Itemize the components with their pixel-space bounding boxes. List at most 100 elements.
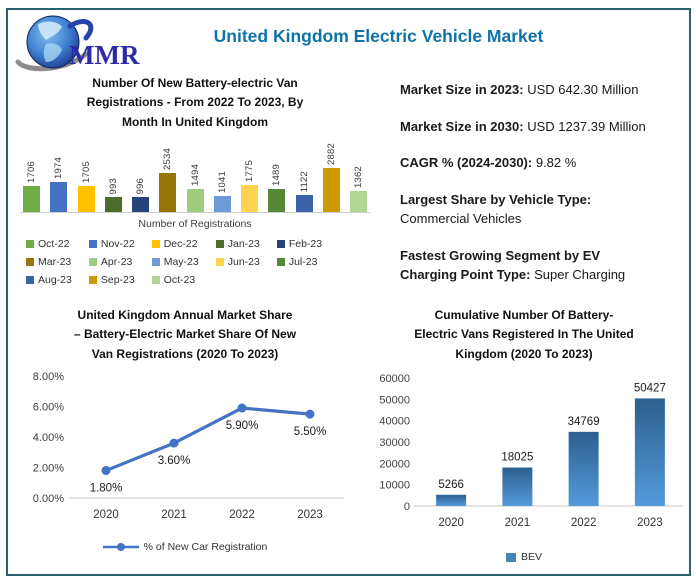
legend-item-Oct-23: Oct-23: [151, 274, 199, 287]
line-chart-svg: 0.00% 2.00% 4.00% 6.00% 8.00% 1.80% 3.60% 5.90%…: [33, 371, 344, 521]
svg-text:50427: 50427: [634, 383, 666, 395]
bar: [186, 189, 204, 213]
legend-label: Apr-23: [100, 256, 133, 269]
monthly-legend: Oct-22 Nov-22 Dec-22 Jan-23 Feb-23 Mar-23 Apr-…: [26, 238, 370, 286]
bar: [295, 195, 313, 213]
svg-text:50000: 50000: [379, 395, 410, 407]
svg-text:2020: 2020: [93, 509, 119, 521]
line-series-icon: [102, 543, 139, 552]
share-legend: % of New Car Registration: [14, 541, 356, 553]
bev-legend-label: BEV: [520, 551, 542, 564]
legend-item-Aug-23: Aug-23: [26, 274, 72, 286]
svg-text:1.80%: 1.80%: [90, 483, 123, 495]
monthly-registrations-chart: Number Of New Battery-electric Van Regist…: [20, 74, 370, 286]
bar-May-23: 1041: [213, 171, 231, 213]
stat-value: 9.82 %: [535, 155, 577, 170]
bar-Feb-23: 996: [132, 178, 149, 213]
svg-text:10000: 10000: [379, 480, 410, 492]
svg-text:2022: 2022: [571, 517, 597, 529]
legend-item-Sep-23: Sep-23: [88, 274, 135, 287]
bar-value-label: 2882: [325, 143, 337, 166]
legend-item-Jun-23: Jun-23: [215, 256, 260, 269]
bar-Jan-23: 993: [104, 177, 122, 213]
legend-item-Jan-23: Jan-23: [215, 238, 260, 251]
bev-chart-svg: 0 10000 20000 30000 40000 50000 60000 5266 18025…: [379, 373, 683, 529]
svg-text:6.00%: 6.00%: [33, 402, 64, 414]
share-line-plot: 0.00% 2.00% 4.00% 6.00% 8.00% 1.80% 3.60% 5.90%…: [14, 366, 356, 539]
bar: [23, 186, 40, 213]
legend-item-Mar-23: Mar-23: [26, 256, 72, 268]
bar: [241, 185, 258, 213]
svg-text:40000: 40000: [379, 416, 410, 428]
stat-market-size-2030: Market Size in 2030: USD 1237.39 Million: [400, 117, 686, 137]
legend-label: Sep-23: [100, 274, 135, 287]
bar-value-label: 2534: [162, 148, 174, 171]
bar: [104, 197, 122, 213]
legend-label: Oct-22: [38, 238, 70, 251]
bar-value-label: 993: [107, 177, 119, 195]
share-legend-label: % of New Car Registration: [143, 541, 268, 554]
monthly-x-axis-title: Number of Registrations: [138, 218, 252, 231]
monthly-bars-plot: 1706 1974 1705 993 996 2534 1494 1041 1775 1489 11…: [20, 134, 370, 214]
legend-item-May-23: May-23: [151, 256, 199, 269]
bar: [268, 189, 286, 213]
bar-Nov-22: 1974: [50, 157, 68, 213]
stat-largest-share: Largest Share by Vehicle Type: Commercia…: [400, 190, 632, 229]
cumulative-bev-chart: Cumulative Number Of Battery- Electric Va…: [358, 306, 690, 563]
bar: [50, 182, 68, 213]
svg-text:4.00%: 4.00%: [33, 432, 64, 444]
stat-cagr: CAGR % (2024-2030): 9.82 %: [400, 153, 686, 173]
bar: [132, 197, 149, 213]
svg-text:2023: 2023: [297, 509, 323, 521]
svg-text:2022: 2022: [229, 509, 255, 521]
bar-Jul-23: 1489: [268, 164, 286, 213]
legend-swatch-icon: [215, 240, 224, 249]
globe-logo-icon: MMR: [15, 15, 140, 72]
bar-value-label: 1706: [26, 161, 37, 184]
monthly-chart-title: Number Of New Battery-electric Van Regist…: [86, 76, 304, 129]
bar-Mar-23: 2534: [159, 148, 177, 213]
stat-label: Largest Share by Vehicle Type:: [400, 191, 592, 207]
legend-swatch-icon: [151, 258, 160, 267]
bar-Oct-22: 1706: [23, 161, 40, 213]
svg-text:2020: 2020: [438, 517, 464, 529]
svg-text:34769: 34769: [568, 416, 600, 428]
bar-value-label: 1705: [80, 161, 92, 184]
stat-value: USD 1237.39 Million: [527, 118, 646, 134]
svg-text:0.00%: 0.00%: [33, 493, 64, 505]
bar-Jun-23: 1775: [241, 160, 258, 213]
stat-fastest-growing: Fastest Growing Segment by EV Charging P…: [400, 246, 638, 285]
legend-swatch-icon: [26, 276, 34, 285]
bar-Sep-23: 2882: [322, 143, 340, 213]
legend-label: Dec-22: [163, 238, 198, 251]
legend-item-Dec-22: Dec-22: [151, 238, 199, 251]
legend-item-Nov-22: Nov-22: [88, 238, 135, 250]
mmr-logo: MMR: [12, 12, 152, 74]
legend-swatch-icon: [88, 258, 97, 267]
legend-label: Aug-23: [38, 274, 72, 287]
svg-text:2023: 2023: [637, 517, 663, 529]
legend-item-Jul-23: Jul-23: [276, 256, 322, 268]
svg-text:2021: 2021: [161, 509, 187, 521]
legend-swatch-icon: [276, 258, 285, 267]
legend-label: May-23: [163, 256, 199, 269]
legend-label: Feb-23: [288, 238, 323, 251]
svg-text:5266: 5266: [438, 479, 464, 491]
bar: [159, 173, 177, 213]
legend-swatch-icon: [88, 240, 97, 249]
bev-bars-plot: 0 10000 20000 30000 40000 50000 60000 5266 18025…: [358, 366, 690, 549]
bev-chart-title: Cumulative Number Of Battery- Electric Va…: [414, 308, 634, 361]
svg-text:5.90%: 5.90%: [226, 420, 259, 432]
stat-label: CAGR % (2024-2030):: [400, 155, 533, 170]
legend-label: Jun-23: [227, 256, 260, 269]
svg-text:3.60%: 3.60%: [158, 455, 191, 467]
svg-text:20000: 20000: [379, 459, 410, 471]
legend-label: Oct-23: [163, 274, 196, 287]
bar: [350, 191, 367, 213]
border-frame: MMR United Kingdom Electric Vehicle Mark…: [6, 8, 691, 576]
bar: [77, 186, 95, 213]
page-title: United Kingdom Electric Vehicle Market: [213, 26, 544, 46]
legend-label: Jan-23: [227, 238, 260, 251]
svg-text:8.00%: 8.00%: [33, 371, 64, 383]
